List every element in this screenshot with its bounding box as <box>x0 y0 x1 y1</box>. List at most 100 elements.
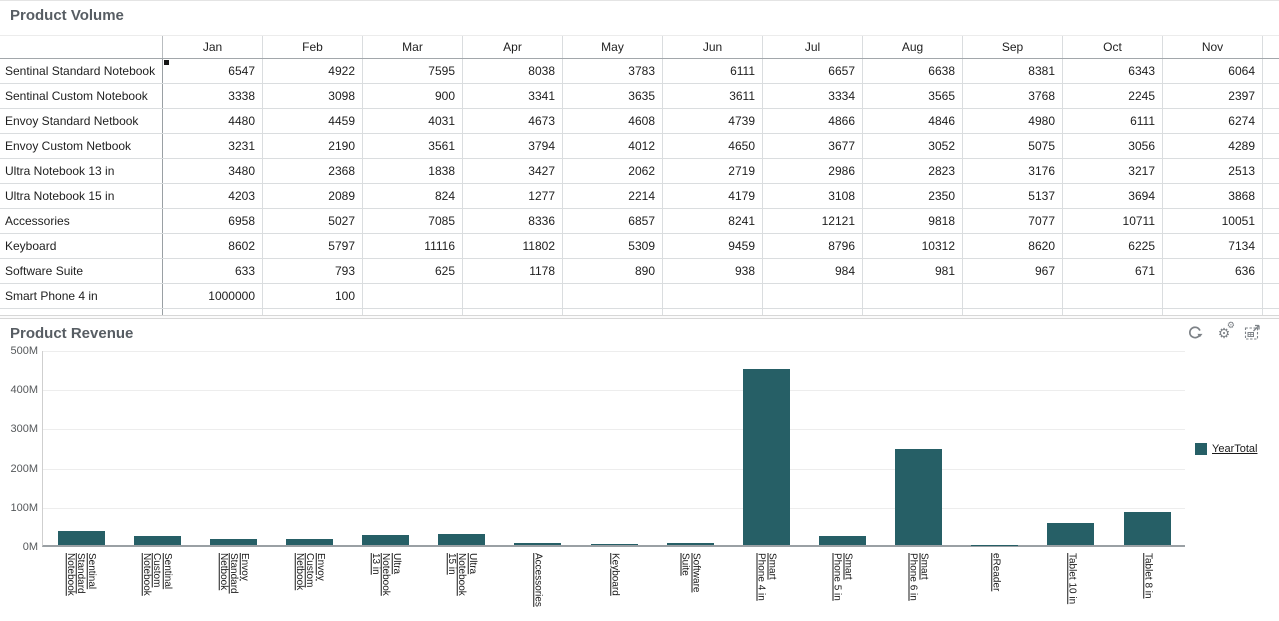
table-cell[interactable]: 2513 <box>1163 159 1263 183</box>
table-cell[interactable]: 2719 <box>663 159 763 183</box>
table-cell[interactable]: 6547 <box>163 59 263 83</box>
table-cell[interactable]: 6064 <box>1163 59 1263 83</box>
table-cell[interactable] <box>1163 284 1263 308</box>
x-label-envoy-custom-netbook[interactable]: Envoy Custom Netbook <box>293 553 326 591</box>
table-cell[interactable] <box>363 284 463 308</box>
x-label-accessories[interactable]: Accessories <box>532 553 544 607</box>
bar-tablet-8-in[interactable] <box>1123 512 1171 545</box>
x-label-envoy-standard-netbook[interactable]: Envoy Standard Netbook <box>217 553 250 594</box>
table-cell[interactable]: 3231 <box>163 134 263 158</box>
x-label-tablet-10-in[interactable]: Tablet 10 in <box>1065 553 1077 605</box>
table-cell[interactable]: 10051 <box>1163 209 1263 233</box>
table-cell[interactable]: 10711 <box>1063 209 1163 233</box>
table-cell[interactable] <box>563 284 663 308</box>
table-cell[interactable] <box>963 284 1063 308</box>
row-label[interactable]: Envoy Custom Netbook <box>0 134 163 158</box>
table-cell[interactable]: 6225 <box>1063 234 1163 258</box>
table-cell[interactable]: 3565 <box>863 84 963 108</box>
x-label-ereader[interactable]: eReader <box>989 553 1001 592</box>
column-header-mar[interactable]: Mar <box>363 36 463 58</box>
table-cell[interactable]: 4459 <box>263 109 363 133</box>
table-cell[interactable]: 981 <box>863 259 963 283</box>
table-cell[interactable]: 4179 <box>663 184 763 208</box>
table-cell[interactable]: 3052 <box>863 134 963 158</box>
table-cell[interactable]: 2089 <box>263 184 363 208</box>
table-cell[interactable]: 625 <box>363 259 463 283</box>
table-cell[interactable]: 3480 <box>163 159 263 183</box>
table-cell[interactable]: 3694 <box>1063 184 1163 208</box>
table-cell[interactable]: 9459 <box>663 234 763 258</box>
bar-smart-phone-5-in[interactable] <box>818 536 866 545</box>
row-label[interactable]: Smart Phone 4 in <box>0 284 163 308</box>
x-label-ultra-notebook-13-in[interactable]: Ultra Notebook 13 in <box>369 553 402 596</box>
table-cell[interactable]: 3794 <box>463 134 563 158</box>
table-cell[interactable]: 6857 <box>563 209 663 233</box>
row-label[interactable]: Accessories <box>0 209 163 233</box>
table-cell[interactable]: 3635 <box>563 84 663 108</box>
table-cell[interactable] <box>463 284 563 308</box>
table-cell[interactable]: 3868 <box>1163 184 1263 208</box>
table-cell[interactable]: 3338 <box>163 84 263 108</box>
table-cell[interactable] <box>663 284 763 308</box>
table-cell[interactable]: 890 <box>563 259 663 283</box>
table-cell[interactable]: 4673 <box>463 109 563 133</box>
table-cell[interactable]: 5027 <box>263 209 363 233</box>
legend-yeartotal[interactable]: YearTotal <box>1195 443 1257 455</box>
settings-gears-icon[interactable]: ⚙ ⚙ <box>1217 320 1235 341</box>
table-cell[interactable]: 2190 <box>263 134 363 158</box>
column-header-jun[interactable]: Jun <box>663 36 763 58</box>
bar-envoy-custom-netbook[interactable] <box>285 539 333 545</box>
table-cell[interactable]: 6111 <box>663 59 763 83</box>
table-cell[interactable]: 12121 <box>763 209 863 233</box>
table-cell[interactable]: 4608 <box>563 109 663 133</box>
table-cell[interactable]: 4739 <box>663 109 763 133</box>
bar-sentinal-standard-notebook[interactable] <box>57 530 105 545</box>
table-cell[interactable]: 1000000 <box>163 284 263 308</box>
x-label-keyboard[interactable]: Keyboard <box>608 553 620 596</box>
panel-separator[interactable] <box>0 315 1279 319</box>
column-header-may[interactable]: May <box>563 36 663 58</box>
table-cell[interactable]: 5137 <box>963 184 1063 208</box>
table-cell[interactable]: 2823 <box>863 159 963 183</box>
table-cell[interactable]: 4650 <box>663 134 763 158</box>
refresh-icon[interactable] <box>1186 324 1204 341</box>
table-cell[interactable]: 2350 <box>863 184 963 208</box>
table-cell[interactable]: 2245 <box>1063 84 1163 108</box>
x-label-tablet-8-in[interactable]: Tablet 8 in <box>1142 553 1154 599</box>
table-cell[interactable]: 3341 <box>463 84 563 108</box>
table-cell[interactable]: 3217 <box>1063 159 1163 183</box>
column-header-jul[interactable]: Jul <box>763 36 863 58</box>
table-cell[interactable]: 4012 <box>563 134 663 158</box>
table-cell[interactable]: 1277 <box>463 184 563 208</box>
table-cell[interactable]: 100 <box>263 284 363 308</box>
table-cell[interactable] <box>1063 284 1163 308</box>
table-cell[interactable]: 7077 <box>963 209 1063 233</box>
table-cell[interactable]: 8602 <box>163 234 263 258</box>
row-label[interactable]: Sentinal Custom Notebook <box>0 84 163 108</box>
table-cell[interactable]: 8381 <box>963 59 1063 83</box>
table-cell[interactable]: 3056 <box>1063 134 1163 158</box>
table-cell[interactable]: 2214 <box>563 184 663 208</box>
table-cell[interactable]: 4846 <box>863 109 963 133</box>
table-cell[interactable]: 10312 <box>863 234 963 258</box>
column-header-jan[interactable]: Jan <box>163 36 263 58</box>
row-label[interactable]: Software Suite <box>0 259 163 283</box>
table-cell[interactable]: 9818 <box>863 209 963 233</box>
maximize-icon[interactable] <box>1244 324 1262 341</box>
column-header-apr[interactable]: Apr <box>463 36 563 58</box>
column-header-sep[interactable]: Sep <box>963 36 1063 58</box>
table-cell[interactable]: 3427 <box>463 159 563 183</box>
row-label[interactable]: Envoy Standard Netbook <box>0 109 163 133</box>
table-cell[interactable]: 8241 <box>663 209 763 233</box>
table-cell[interactable]: 2062 <box>563 159 663 183</box>
x-label-smart-phone-6-in[interactable]: Smart Phone 6 in <box>908 553 930 601</box>
table-cell[interactable]: 11802 <box>463 234 563 258</box>
table-cell[interactable]: 7134 <box>1163 234 1263 258</box>
table-cell[interactable]: 3611 <box>663 84 763 108</box>
table-cell[interactable]: 900 <box>363 84 463 108</box>
table-cell[interactable]: 3098 <box>263 84 363 108</box>
table-cell[interactable]: 4289 <box>1163 134 1263 158</box>
table-cell[interactable]: 671 <box>1063 259 1163 283</box>
table-cell[interactable]: 3108 <box>763 184 863 208</box>
column-header-aug[interactable]: Aug <box>863 36 963 58</box>
